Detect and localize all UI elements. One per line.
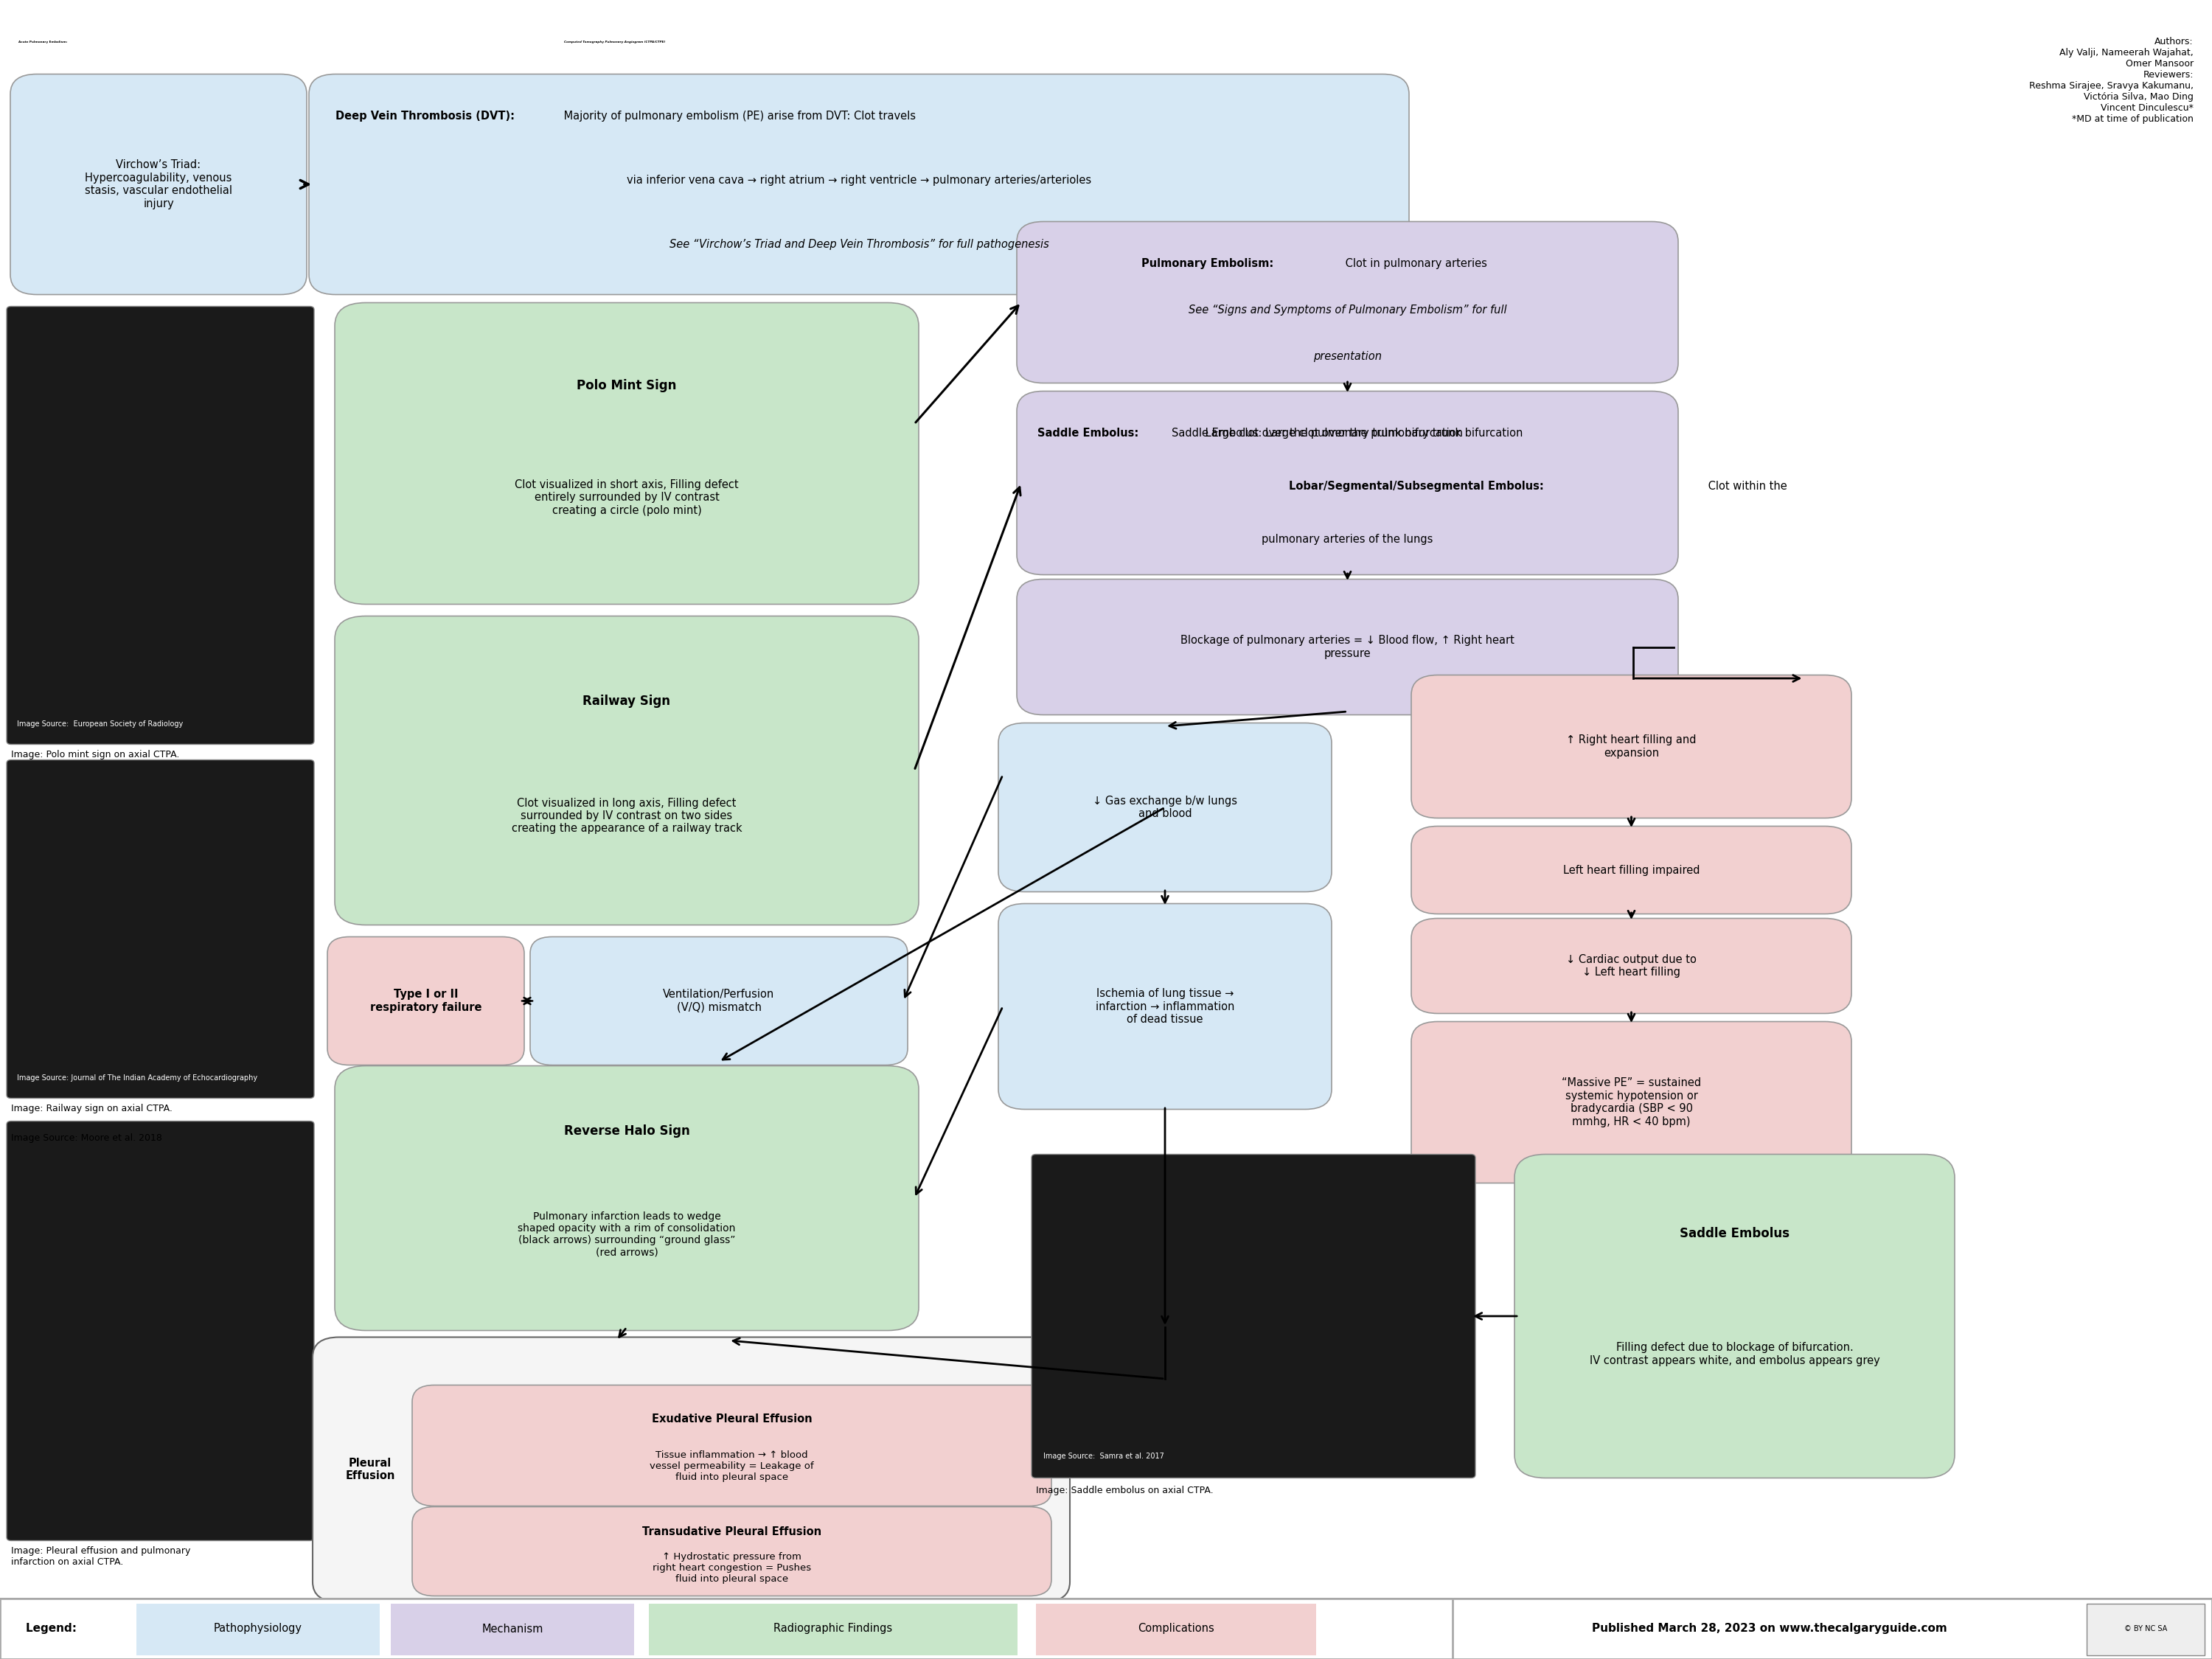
Text: Image: Railway sign on axial CTPA.: Image: Railway sign on axial CTPA. — [11, 1103, 173, 1113]
Text: Radiographic Findings: Radiographic Findings — [774, 1623, 894, 1634]
Text: Virchow’s Triad:
Hypercoagulability, venous
stasis, vascular endothelial
injury: Virchow’s Triad: Hypercoagulability, ven… — [84, 159, 232, 209]
Text: Lobar/Segmental/Subsegmental Embolus:: Lobar/Segmental/Subsegmental Embolus: — [1287, 481, 1544, 493]
Text: Filling defect due to blockage of bifurcation.
IV contrast appears white, and em: Filling defect due to blockage of bifurc… — [1590, 1342, 1880, 1365]
FancyBboxPatch shape — [7, 307, 314, 745]
Text: Blockage of pulmonary arteries = ↓ Blood flow, ↑ Right heart
pressure: Blockage of pulmonary arteries = ↓ Blood… — [1181, 635, 1515, 659]
Text: Saddle Embolus:: Saddle Embolus: — [1037, 428, 1139, 440]
Text: Image Source: Moore et al. 2018: Image Source: Moore et al. 2018 — [11, 1133, 161, 1143]
Text: Saddle Embolus: Saddle Embolus — [1679, 1228, 1790, 1241]
Text: Exudative Pleural Effusion: Exudative Pleural Effusion — [653, 1413, 812, 1425]
Text: presentation: presentation — [1314, 352, 1382, 362]
Text: “Massive PE” = sustained
systemic hypotension or
bradycardia (SBP < 90
mmhg, HR : “Massive PE” = sustained systemic hypote… — [1562, 1078, 1701, 1126]
FancyBboxPatch shape — [1411, 826, 1851, 914]
FancyBboxPatch shape — [7, 760, 314, 1098]
FancyBboxPatch shape — [1411, 1022, 1851, 1183]
Text: See “Virchow’s Triad and Deep Vein Thrombosis” for full pathogenesis: See “Virchow’s Triad and Deep Vein Throm… — [670, 239, 1048, 251]
FancyBboxPatch shape — [1018, 392, 1679, 574]
Text: Pleural
Effusion: Pleural Effusion — [345, 1458, 396, 1481]
Text: Deep Vein Thrombosis (DVT):: Deep Vein Thrombosis (DVT): — [336, 111, 515, 121]
Text: Majority of pulmonary embolism (PE) arise from DVT: Clot travels: Majority of pulmonary embolism (PE) aris… — [560, 111, 916, 121]
Text: Image: Polo mint sign on axial CTPA.: Image: Polo mint sign on axial CTPA. — [11, 750, 179, 760]
Text: Ischemia of lung tissue →
infarction → inflammation
of dead tissue: Ischemia of lung tissue → infarction → i… — [1095, 989, 1234, 1025]
FancyBboxPatch shape — [392, 1604, 635, 1656]
FancyBboxPatch shape — [998, 904, 1332, 1110]
Text: Image Source:  Samra et al. 2017: Image Source: Samra et al. 2017 — [1044, 1453, 1164, 1460]
FancyBboxPatch shape — [334, 615, 918, 926]
FancyBboxPatch shape — [1018, 222, 1679, 383]
Text: Railway Sign: Railway Sign — [584, 695, 670, 708]
Text: Clot visualized in long axis, Filling defect
surrounded by IV contrast on two si: Clot visualized in long axis, Filling de… — [511, 798, 741, 834]
FancyBboxPatch shape — [411, 1385, 1051, 1506]
Text: Mechanism: Mechanism — [482, 1623, 544, 1634]
Text: Computed Tomography Pulmonary Angiogram (CTPA/CTPE): Computed Tomography Pulmonary Angiogram … — [564, 40, 666, 43]
FancyBboxPatch shape — [334, 1065, 918, 1331]
Text: Transudative Pleural Effusion: Transudative Pleural Effusion — [641, 1526, 821, 1536]
Text: ↑ Hydrostatic pressure from
right heart congestion = Pushes
fluid into pleural s: ↑ Hydrostatic pressure from right heart … — [653, 1553, 812, 1584]
Text: Pulmonary infarction leads to wedge
shaped opacity with a rim of consolidation
(: Pulmonary infarction leads to wedge shap… — [518, 1211, 737, 1258]
FancyBboxPatch shape — [312, 1337, 1071, 1603]
FancyBboxPatch shape — [7, 1121, 314, 1541]
FancyBboxPatch shape — [2086, 1604, 2205, 1656]
Text: via inferior vena cava → right atrium → right ventricle → pulmonary arteries/art: via inferior vena cava → right atrium → … — [626, 174, 1091, 186]
FancyBboxPatch shape — [1515, 1155, 1955, 1478]
FancyBboxPatch shape — [998, 723, 1332, 893]
FancyBboxPatch shape — [1018, 579, 1679, 715]
Text: Clot in pulmonary arteries: Clot in pulmonary arteries — [1340, 259, 1486, 269]
Text: Left heart filling impaired: Left heart filling impaired — [1564, 864, 1699, 876]
FancyBboxPatch shape — [1031, 1155, 1475, 1478]
FancyBboxPatch shape — [531, 937, 907, 1065]
FancyBboxPatch shape — [0, 1599, 2212, 1659]
Text: Saddle Embolus: Large clot over the pulmonary trunk bifurcation: Saddle Embolus: Large clot over the pulm… — [1172, 428, 1524, 440]
Text: Pulmonary Embolism:: Pulmonary Embolism: — [1141, 259, 1274, 269]
FancyBboxPatch shape — [1411, 675, 1851, 818]
Text: Pathophysiology: Pathophysiology — [215, 1623, 303, 1634]
FancyBboxPatch shape — [310, 75, 1409, 295]
FancyBboxPatch shape — [1035, 1604, 1316, 1656]
FancyBboxPatch shape — [334, 302, 918, 604]
FancyBboxPatch shape — [648, 1604, 1018, 1656]
Text: Published March 28, 2023 on www.thecalgaryguide.com: Published March 28, 2023 on www.thecalga… — [1593, 1623, 1947, 1634]
Text: Clot visualized in short axis, Filling defect
entirely surrounded by IV contrast: Clot visualized in short axis, Filling d… — [515, 479, 739, 516]
Text: © BY NC SA: © BY NC SA — [2124, 1626, 2168, 1632]
Text: Tissue inflammation → ↑ blood
vessel permeability = Leakage of
fluid into pleura: Tissue inflammation → ↑ blood vessel per… — [650, 1450, 814, 1481]
Text: pulmonary arteries of the lungs: pulmonary arteries of the lungs — [1261, 534, 1433, 546]
Text: Image: Pleural effusion and pulmonary
infarction on axial CTPA.: Image: Pleural effusion and pulmonary in… — [11, 1546, 190, 1566]
Text: Complications: Complications — [1137, 1623, 1214, 1634]
FancyBboxPatch shape — [1411, 919, 1851, 1014]
FancyBboxPatch shape — [327, 937, 524, 1065]
Text: Ventilation/Perfusion
(V/Q) mismatch: Ventilation/Perfusion (V/Q) mismatch — [664, 989, 774, 1014]
Text: Clot within the: Clot within the — [1705, 481, 1787, 493]
Text: Type I or II
respiratory failure: Type I or II respiratory failure — [369, 989, 482, 1014]
FancyBboxPatch shape — [411, 1506, 1051, 1596]
Text: Image Source: Journal of The Indian Academy of Echocardiography: Image Source: Journal of The Indian Acad… — [18, 1075, 257, 1082]
FancyBboxPatch shape — [137, 1604, 380, 1656]
Text: Reverse Halo Sign: Reverse Halo Sign — [564, 1125, 690, 1138]
Text: Legend:: Legend: — [27, 1623, 84, 1634]
Text: Image Source:  European Society of Radiology: Image Source: European Society of Radiol… — [18, 720, 184, 728]
Text: Acute Pulmonary Embolism:: Acute Pulmonary Embolism: — [18, 40, 69, 43]
Text: Image: Saddle embolus on axial CTPA.: Image: Saddle embolus on axial CTPA. — [1035, 1486, 1214, 1495]
Text: Polo Mint Sign: Polo Mint Sign — [577, 378, 677, 392]
FancyBboxPatch shape — [11, 75, 307, 295]
Text: Large clot over the pulmonary trunk bifurcation: Large clot over the pulmonary trunk bifu… — [1203, 428, 1464, 440]
Text: ↑ Right heart filling and
expansion: ↑ Right heart filling and expansion — [1566, 735, 1697, 758]
Text: See “Signs and Symptoms of Pulmonary Embolism” for full: See “Signs and Symptoms of Pulmonary Emb… — [1188, 305, 1506, 315]
Text: ↓ Gas exchange b/w lungs
and blood: ↓ Gas exchange b/w lungs and blood — [1093, 795, 1237, 820]
Text: ↓ Cardiac output due to
↓ Left heart filling: ↓ Cardiac output due to ↓ Left heart fil… — [1566, 954, 1697, 977]
Text: Authors:
Aly Valji, Nameerah Wajahat,
Omer Mansoor
Reviewers:
Reshma Sirajee, Sr: Authors: Aly Valji, Nameerah Wajahat, Om… — [2028, 36, 2194, 124]
